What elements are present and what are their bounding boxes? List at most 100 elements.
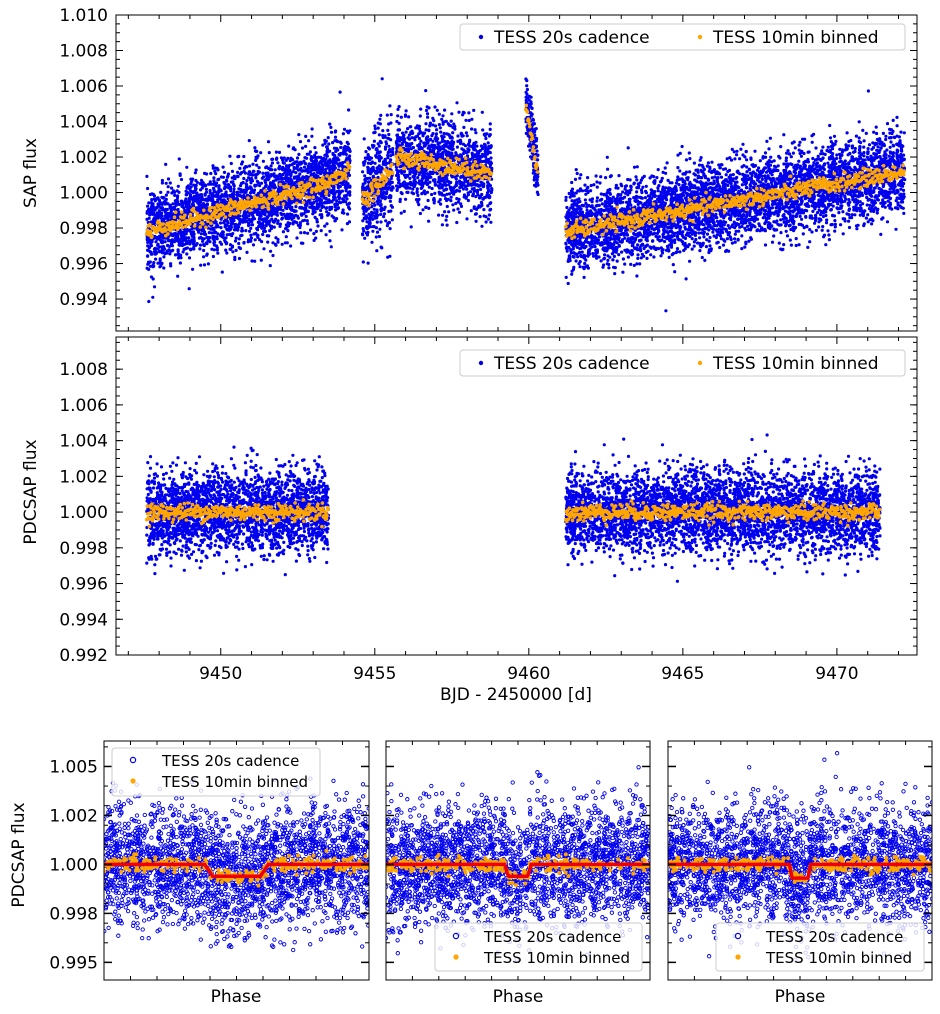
point-20s xyxy=(387,144,391,148)
point-20s xyxy=(297,133,301,137)
point-20s xyxy=(314,163,318,167)
point-20s xyxy=(406,127,410,131)
point-20s xyxy=(490,187,494,191)
point-20s xyxy=(228,185,233,189)
point-20s xyxy=(532,183,537,187)
point-20s xyxy=(327,193,331,197)
point-20s xyxy=(479,200,483,204)
point-20s xyxy=(260,226,264,230)
point-20s xyxy=(148,213,152,217)
point-20s xyxy=(291,170,295,174)
point-20s xyxy=(432,198,436,202)
point-20s xyxy=(343,145,347,149)
point-20s xyxy=(362,163,366,167)
point-20s xyxy=(398,136,402,140)
point-20s xyxy=(331,198,335,202)
point-20s xyxy=(428,145,432,150)
point-20s xyxy=(361,186,365,190)
point-20s xyxy=(284,158,288,162)
point-20s xyxy=(215,244,219,248)
point-20s xyxy=(147,267,151,271)
point-20s xyxy=(233,257,237,262)
point-20s xyxy=(309,169,313,173)
point-20s xyxy=(292,167,296,171)
point-20s xyxy=(471,192,475,196)
point-20s xyxy=(166,177,171,181)
point-20s xyxy=(200,236,204,241)
point-20s xyxy=(425,136,429,140)
point-20s xyxy=(213,190,217,194)
point-20s xyxy=(273,242,277,246)
point-20s xyxy=(524,90,528,94)
point-20s xyxy=(185,246,189,250)
point-20s xyxy=(198,243,203,247)
point-20s xyxy=(373,203,377,207)
point-20s xyxy=(266,140,271,144)
point-20s xyxy=(197,228,201,232)
point-20s xyxy=(279,156,283,160)
point-20s xyxy=(375,208,379,212)
point-20s xyxy=(154,240,158,244)
point-20s xyxy=(297,174,301,178)
point-20s xyxy=(535,181,539,185)
point-20s xyxy=(472,205,476,209)
point-20s xyxy=(272,220,276,224)
point-20s xyxy=(476,150,480,154)
point-20s xyxy=(268,188,272,192)
point-20s xyxy=(164,181,168,185)
point-20s xyxy=(256,181,261,185)
point-20s xyxy=(463,144,468,148)
point-20s xyxy=(480,224,484,228)
point-20s xyxy=(214,184,218,188)
point-20s xyxy=(399,191,403,195)
point-20s xyxy=(156,261,160,265)
point-20s xyxy=(387,122,391,126)
point-20s xyxy=(450,112,454,116)
point-20s xyxy=(430,134,434,138)
point-20s xyxy=(273,185,277,189)
point-20s xyxy=(303,210,307,214)
point-20s xyxy=(173,199,177,203)
point-20s xyxy=(211,164,215,168)
point-20s xyxy=(171,190,175,194)
point-20s xyxy=(345,222,349,226)
point-20s xyxy=(170,186,174,190)
point-20s xyxy=(265,234,269,238)
point-20s xyxy=(307,162,311,166)
point-20s xyxy=(879,232,883,236)
point-20s xyxy=(827,233,831,237)
point-20s xyxy=(319,155,323,159)
point-20s xyxy=(466,193,470,197)
point-20s xyxy=(151,295,155,299)
point-20s xyxy=(191,177,195,181)
point-20s xyxy=(408,176,412,180)
point-20s xyxy=(421,182,425,186)
point-20s xyxy=(441,213,445,217)
point-20s xyxy=(151,277,155,281)
point-20s xyxy=(185,186,189,190)
point-20s xyxy=(366,161,370,165)
point-20s xyxy=(200,197,205,201)
point-20s xyxy=(153,208,157,212)
point-20s xyxy=(207,182,211,186)
point-20s xyxy=(535,149,539,153)
point-20s xyxy=(391,147,395,151)
point-20s xyxy=(280,216,285,220)
point-20s xyxy=(330,214,334,218)
point-20s xyxy=(258,184,262,188)
point-20s xyxy=(485,132,489,136)
point-20s xyxy=(407,115,411,119)
point-20s xyxy=(211,226,215,230)
point-20s xyxy=(274,178,278,182)
point-20s xyxy=(262,226,266,230)
point-20s xyxy=(250,223,254,227)
point-20s xyxy=(280,242,284,246)
point-20s xyxy=(455,188,459,192)
point-20s xyxy=(212,237,216,241)
point-20s xyxy=(432,148,436,153)
point-20s xyxy=(258,215,262,220)
point-20s xyxy=(435,108,439,112)
point-20s xyxy=(317,164,321,168)
point-20s xyxy=(177,202,181,207)
point-20s xyxy=(441,150,445,155)
